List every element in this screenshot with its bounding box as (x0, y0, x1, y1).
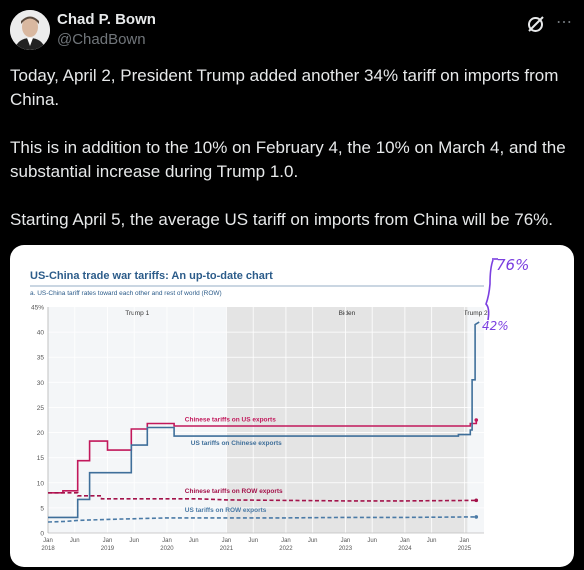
chart-subtitle: a. US-China tariff rates toward each oth… (30, 290, 222, 297)
series-line-1 (48, 321, 480, 519)
handwritten-annotation: 76% 42% (482, 256, 529, 333)
series-label-1: US tariffs on Chinese exports (191, 440, 282, 447)
y-tick-label: 0 (40, 531, 44, 538)
series-endpoint-2 (474, 498, 479, 503)
x-tick-label: 2021 (220, 546, 234, 552)
avatar[interactable] (10, 10, 50, 50)
series-endpoint-0 (474, 418, 479, 422)
y-tick-label: 15 (37, 455, 45, 462)
x-tick-label: 2023 (339, 546, 353, 552)
chart-title: US-China trade war tariffs: An up-to-dat… (30, 270, 273, 282)
series-label-0: Chinese tariffs on US exports (185, 417, 276, 424)
series-line-0 (48, 420, 478, 494)
tweet-text: Today, April 2, President Trump added an… (10, 64, 578, 256)
x-tick-label: Jan (460, 538, 470, 544)
x-tick-label: Jan (43, 538, 53, 544)
x-tick-label: 2018 (41, 546, 55, 552)
series-line-3 (47, 516, 477, 523)
x-tick-label: Jun (427, 538, 437, 544)
x-tick-label: Jan (341, 538, 351, 544)
tweet-paragraph: This is in addition to the 10% on Februa… (10, 138, 566, 181)
x-tick-label: Jan (281, 538, 291, 544)
author-handle[interactable]: @ChadBown (57, 31, 146, 48)
period-label: Biden (339, 310, 356, 317)
period-shade-1 (226, 307, 468, 533)
period-label: Trump 1 (125, 310, 149, 317)
y-unit-label: 45% (31, 305, 44, 312)
avatar-photo-icon (10, 10, 50, 50)
x-tick-label: Jan (103, 538, 113, 544)
y-tick-label: 35 (37, 355, 45, 362)
x-tick-label: Jan (400, 538, 410, 544)
x-tick-label: Jun (70, 538, 80, 544)
y-tick-label: 5 (40, 505, 44, 512)
more-icon[interactable]: ⋯ (556, 14, 573, 31)
x-tick-label: Jun (308, 538, 318, 544)
x-tick-label: Jun (367, 538, 377, 544)
chart-image-card[interactable]: US-China trade war tariffs: An up-to-dat… (10, 245, 574, 567)
x-tick-label: 2020 (160, 546, 174, 552)
annotation-top: 76% (496, 256, 529, 274)
x-tick-label: Jun (248, 538, 258, 544)
annotation-bracket (485, 259, 494, 321)
grok-icon[interactable] (526, 14, 546, 34)
y-tick-label: 40 (37, 330, 45, 337)
series-endpoint-3 (474, 515, 479, 519)
x-tick-label: 2025 (458, 546, 472, 552)
tweet-paragraph: Today, April 2, President Trump added an… (10, 66, 559, 109)
y-tick-label: 20 (37, 430, 45, 437)
y-tick-label: 25 (37, 405, 45, 412)
plot-area: Trump 1 Biden Trump 2051015202530354045%Ja… (31, 305, 488, 553)
annotation-bottom: 42% (482, 319, 509, 333)
series-label-3: US tariffs on ROW exports (185, 507, 267, 514)
x-tick-label: Jun (189, 538, 199, 544)
x-tick-label: Jun (129, 538, 139, 544)
x-tick-label: 2024 (398, 546, 412, 552)
y-tick-label: 30 (37, 380, 45, 387)
x-tick-label: 2022 (279, 546, 293, 552)
tariff-chart: US-China trade war tariffs: An up-to-dat… (30, 270, 488, 553)
author-name[interactable]: Chad P. Bown (57, 11, 156, 28)
x-tick-label: Jan (162, 538, 172, 544)
y-tick-label: 10 (37, 480, 45, 487)
x-tick-label: Jan (222, 538, 232, 544)
x-tick-label: 2019 (101, 546, 115, 552)
tweet-paragraph: Starting April 5, the average US tariff … (10, 210, 553, 229)
series-label-2: Chinese tariffs on ROW exports (185, 488, 283, 495)
period-label: Trump 2 (464, 310, 488, 317)
